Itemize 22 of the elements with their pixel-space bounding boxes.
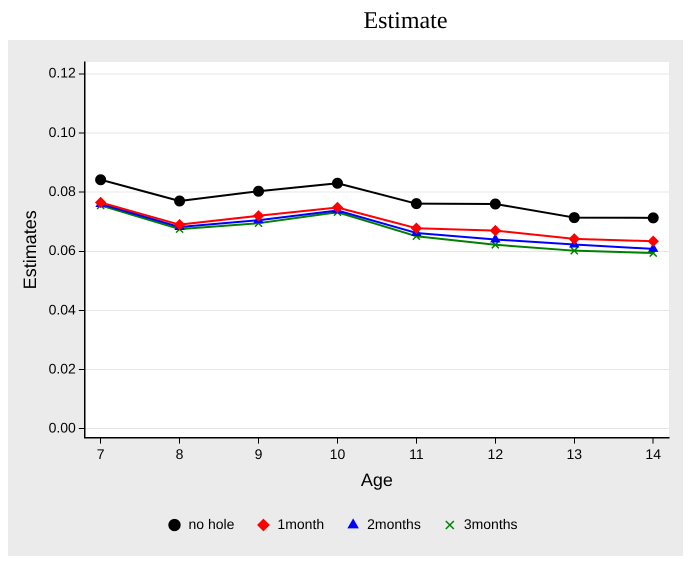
y-tick-label: 0.00: [48, 420, 76, 436]
legend-label: 2months: [367, 516, 421, 532]
y-tick-label: 0.06: [48, 242, 76, 258]
x-tick-label: 14: [645, 446, 662, 462]
legend-label: 1month: [277, 516, 324, 532]
x-tick-label: 7: [96, 446, 105, 462]
y-axis-title: Estimates: [20, 210, 40, 290]
x-tick-label: 11: [409, 446, 424, 462]
y-tick-label: 0.08: [48, 182, 76, 199]
x-tick-label: 9: [254, 446, 263, 462]
y-tick-label: 0.12: [48, 64, 76, 81]
x-tick-label: 10: [330, 446, 346, 462]
x-axis-title: Age: [360, 470, 393, 490]
y-tick-label: 0.04: [48, 301, 76, 318]
y-tick-label: 0.02: [48, 360, 76, 376]
legend-label: 3months: [464, 516, 518, 532]
chart-title: Estimate: [362, 8, 448, 36]
y-tick-label: 0.10: [48, 124, 76, 140]
x-tick-label: 8: [176, 446, 184, 462]
legend-label: no hole: [188, 516, 235, 532]
x-tick-label: 13: [566, 446, 582, 462]
x-tick-label: 12: [488, 446, 504, 462]
